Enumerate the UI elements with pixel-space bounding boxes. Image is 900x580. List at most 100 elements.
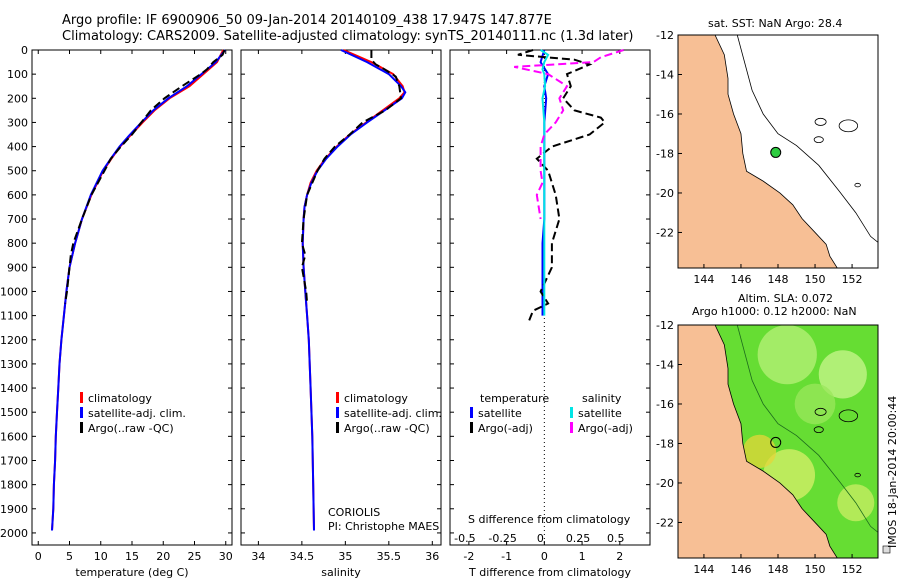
legend-item-temp-argo: Argo(-adj) bbox=[470, 421, 549, 436]
map-x-tick-label: 148 bbox=[768, 563, 789, 576]
x-tick-label: 0 bbox=[541, 550, 548, 563]
y-tick-label: 900 bbox=[7, 261, 28, 274]
legend-item-climatology: climatology bbox=[80, 391, 186, 406]
x2-tick-label: 0.25 bbox=[566, 532, 591, 545]
map-y-tick-label: -20 bbox=[656, 187, 674, 200]
map-y-tick-label: -12 bbox=[656, 319, 674, 332]
shelf-contour bbox=[736, 35, 878, 243]
figure-title-line1: Argo profile: IF 6900906_50 09-Jan-2014 … bbox=[62, 13, 552, 28]
map-bottom-title-line2: Argo h1000: 0.12 h2000: NaN bbox=[692, 305, 857, 318]
reef-outline bbox=[854, 472, 861, 478]
x-axis-label: temperature (deg C) bbox=[75, 566, 188, 579]
series-line-salinity-satellite bbox=[540, 49, 550, 316]
x-tick-label: 34.5 bbox=[290, 550, 315, 563]
series-line-argo-raw-qc- bbox=[64, 49, 226, 304]
map-y-tick-label: -22 bbox=[656, 226, 674, 239]
timestamp-footer: IMOS 18-Jan-2014 20:00:44 bbox=[886, 395, 899, 548]
institution-note: CORIOLIS PI: Christophe MAES bbox=[328, 506, 439, 534]
reef-outline bbox=[838, 409, 859, 423]
x-tick-label: 5 bbox=[66, 550, 73, 563]
x-tick-label: 30 bbox=[219, 550, 233, 563]
x-tick-label: 25 bbox=[188, 550, 202, 563]
map-y-tick-label: -14 bbox=[656, 68, 674, 81]
reef-outline bbox=[854, 182, 861, 188]
map-top-title: sat. SST: NaN Argo: 28.4 bbox=[708, 17, 843, 30]
x-tick-label: 20 bbox=[156, 550, 170, 563]
temperature-legend: climatology satellite-adj. clim. Argo(..… bbox=[80, 391, 186, 436]
map-y-tick-label: -20 bbox=[656, 477, 674, 490]
map-y-tick-label: -12 bbox=[656, 29, 674, 42]
y-tick-label: 100 bbox=[7, 68, 28, 81]
y-tick-label: 1000 bbox=[0, 285, 28, 298]
argo-position-marker bbox=[770, 436, 782, 448]
reef-outline bbox=[813, 136, 824, 144]
map-layer bbox=[678, 325, 878, 558]
map-y-tick-label: -22 bbox=[656, 516, 674, 529]
map-y-tick-label: -18 bbox=[656, 437, 674, 450]
x-tick-label: 10 bbox=[94, 550, 108, 563]
reef-outline bbox=[813, 426, 824, 434]
map-x-tick-label: 144 bbox=[693, 563, 714, 576]
legend-title-temperature: temperature bbox=[480, 392, 550, 405]
x-tick-label: 0 bbox=[35, 550, 42, 563]
legend-title-salinity: salinity bbox=[582, 392, 622, 405]
map-bottom-title-line1: Altim. SLA: 0.072 bbox=[738, 292, 834, 305]
x-tick-label: 1 bbox=[579, 550, 586, 563]
plot-frame-difference-profile bbox=[449, 49, 651, 546]
y-tick-label: 1500 bbox=[0, 406, 28, 419]
legend-item-argo: Argo(..raw -QC) bbox=[336, 421, 442, 436]
x2-tick-label: -0.5 bbox=[454, 532, 475, 545]
y-tick-label: 1100 bbox=[0, 310, 28, 323]
x-tick-label: 36 bbox=[425, 550, 439, 563]
y-tick-label: 0 bbox=[21, 44, 28, 57]
y-tick-label: 1800 bbox=[0, 479, 28, 492]
map-x-tick-label: 150 bbox=[805, 563, 826, 576]
y-tick-label: 500 bbox=[7, 165, 28, 178]
x-tick-label: 35 bbox=[338, 550, 352, 563]
x-tick-label: -1 bbox=[501, 550, 512, 563]
map-x-tick-label: 152 bbox=[842, 563, 863, 576]
reef-outline bbox=[814, 117, 827, 126]
legend-item-sal-argo: Argo(-adj) bbox=[570, 421, 633, 436]
institution-label: CORIOLIS bbox=[328, 506, 381, 519]
legend-item-climatology: climatology bbox=[336, 391, 442, 406]
s-diff-axis-label: S difference from climatology bbox=[468, 513, 631, 526]
sla-anomaly-patch bbox=[742, 434, 777, 469]
x-axis-label: salinity bbox=[321, 566, 361, 579]
map-x-tick-label: 150 bbox=[805, 273, 826, 286]
series-line-argo-raw-qc- bbox=[300, 50, 403, 304]
reef-outline bbox=[814, 407, 827, 416]
map-x-tick-label: 152 bbox=[842, 273, 863, 286]
reef-outline bbox=[838, 119, 859, 133]
x2-tick-label: 0.5 bbox=[607, 532, 625, 545]
y-tick-label: 2000 bbox=[0, 527, 28, 540]
imos-logo bbox=[882, 545, 891, 554]
legend-item-satellite: satellite-adj. clim. bbox=[336, 406, 442, 421]
map-x-tick-label: 148 bbox=[768, 273, 789, 286]
x2-tick-label: -0.25 bbox=[488, 532, 516, 545]
legend-item-satellite: satellite-adj. clim. bbox=[80, 406, 186, 421]
x-tick-label: 34 bbox=[251, 550, 265, 563]
x-tick-label: 2 bbox=[616, 550, 623, 563]
y-tick-label: 1900 bbox=[0, 503, 28, 516]
x-axis-label: T difference from climatology bbox=[468, 566, 631, 579]
map-x-tick-label: 144 bbox=[693, 273, 714, 286]
y-tick-label: 300 bbox=[7, 116, 28, 129]
y-tick-label: 700 bbox=[7, 213, 28, 226]
series-line-satellite-adj-clim- bbox=[51, 49, 226, 531]
series-line-salinity-argo-adj- bbox=[513, 49, 624, 220]
legend-item-sal-satellite: satellite bbox=[570, 406, 633, 421]
y-tick-label: 600 bbox=[7, 189, 28, 202]
land-area bbox=[678, 325, 838, 558]
map-y-tick-label: -16 bbox=[656, 398, 674, 411]
map-y-tick-label: -18 bbox=[656, 147, 674, 160]
x-tick-label: 15 bbox=[125, 550, 139, 563]
map-y-tick-label: -14 bbox=[656, 358, 674, 371]
land-area bbox=[678, 35, 838, 268]
y-tick-label: 200 bbox=[7, 92, 28, 105]
y-tick-label: 1400 bbox=[0, 382, 28, 395]
plot-frame-salinity-profile bbox=[240, 49, 442, 546]
sla-anomaly-patch bbox=[757, 325, 817, 385]
